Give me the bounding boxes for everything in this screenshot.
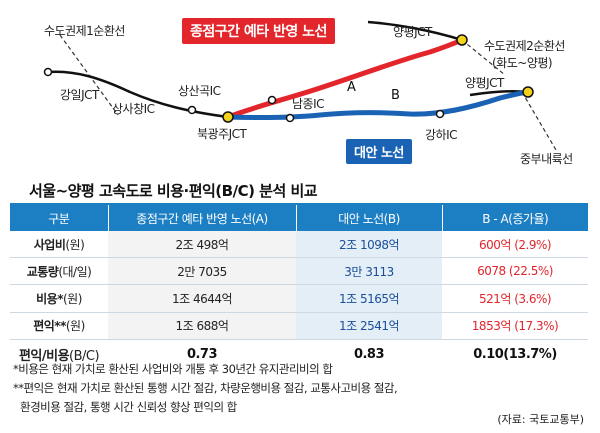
route-b-value: 1조 2541억 [296,312,442,340]
ring1-label: 수도권제1순환선 [44,24,125,38]
header-route-b: 대안 노선(B) [296,205,443,231]
footnote-benefit: **편익은 현재 가치로 환산된 통행 시간 절감, 차량운행비용 절감, 교통… [13,381,398,395]
header-route-a: 종점구간 예타 반영 노선(A) [108,205,297,231]
route-b-value: 2조 1098억 [296,231,442,259]
namjong-label: 남종IC [292,97,325,111]
header-diff: B - A(증가율) [442,205,588,231]
route-b-tag: 대안 노선 [346,139,412,164]
table-row: 비용*(원) 1조 4644억 1조 5165억 521억 (3.6%) [10,284,588,313]
yangpyeong-top-node [456,34,468,46]
sangsangok-label: 상산곡IC [178,84,221,98]
table-row: 편익**(원) 1조 688억 1조 2541억 1853억 (17.3%) [10,312,588,340]
route-a-value: 2조 498억 [108,231,296,259]
route-b-value: 0.83 [296,339,442,370]
row-label: 사업비(원) [10,231,108,259]
diff-value: 1853억 (17.3%) [442,312,588,340]
route-b-value: 1조 5165억 [296,284,442,313]
table-row: 편익/비용(B/C) 0.73 0.83 0.10(13.7%) [10,339,588,370]
ring1-line [59,34,119,116]
row-label: 편익**(원) [10,312,108,340]
gangil-node [43,67,53,77]
table-row: 사업비(원) 2조 498억 2조 1098억 600억 (2.9%) [10,231,588,259]
gangil-label: 강일JCT [60,88,99,102]
route-b-marker: B [391,88,400,103]
diff-value: 521억 (3.6%) [442,284,588,313]
route-a-value: 0.73 [108,339,296,370]
route-map-graphic [43,20,557,151]
ring2-expressway [367,20,463,42]
row-label: 편익/비용(B/C) [18,349,100,365]
existing-expressway [47,70,229,119]
row-label: 비용*(원) [10,284,108,313]
namjong-node [267,95,277,105]
route-map: 수도권제1순환선 강일JCT 상사창IC 상산곡IC 북광주JCT 남종IC 양… [0,0,600,175]
gangha-node [435,109,445,119]
route-a-value: 1조 688억 [108,312,296,340]
row-label: 교통량(대/일) [10,257,108,286]
route-a-line [227,37,463,120]
ring2-line [461,39,506,76]
footnote-benefit-cont: 환경비용 절감, 통행 시간 신뢰성 향상 편익의 합 [20,400,237,414]
route-a-tag: 종점구간 예타 반영 노선 [182,18,335,44]
route-b-node-1 [285,113,295,123]
route-a-marker: A [347,80,356,95]
yangpyeong-right-label: 양평JCT [465,76,504,90]
source-credit: (자료: 국토교통부) [497,413,584,426]
header-category: 구분 [10,205,109,231]
ring2-sub-label: (화도~양평) [492,56,553,70]
route-a-value: 1조 4644억 [108,284,296,313]
table-top-rule [10,203,588,205]
table-title: 서울~양평 고속도로 비용·편익(B/C) 분석 비교 [29,182,318,200]
yangpyeong-top-label: 양평JCT [393,25,432,39]
diff-value: 6078 (22.5%) [442,257,588,286]
gangha-label: 강하IC [425,128,458,142]
bc-comparison-table: 구분 종점구간 예타 반영 노선(A) 대안 노선(B) B - A(증가율) … [10,205,588,370]
ring2-label: 수도권제2순환선 [484,39,565,53]
route-b-value: 3만 3113 [296,257,442,286]
bukgwangju-node [222,111,234,123]
yangpyeong-right-node [522,86,534,98]
sangsangok-node [187,105,197,115]
diff-value: 600억 (2.9%) [442,231,588,259]
diff-value: 0.10(13.7%) [442,339,588,370]
sangsachang-label: 상사창IC [112,102,155,116]
jungbu-line [521,91,557,151]
footnote-cost: *비용은 현재 가치로 환산된 사업비와 개통 후 30년간 유지관리비의 합 [13,362,333,376]
table-header-row: 구분 종점구간 예타 반영 노선(A) 대안 노선(B) B - A(증가율) [10,205,588,231]
bukgwangju-label: 북광주JCT [197,127,247,141]
table-row: 교통량(대/일) 2만 7035 3만 3113 6078 (22.5%) [10,257,588,286]
footnotes: *비용은 현재 가치로 환산된 사업비와 개통 후 30년간 유지관리비의 합 … [13,360,398,417]
route-a-value: 2만 7035 [108,257,296,286]
jungbu-label: 중부내륙선 [520,152,573,166]
